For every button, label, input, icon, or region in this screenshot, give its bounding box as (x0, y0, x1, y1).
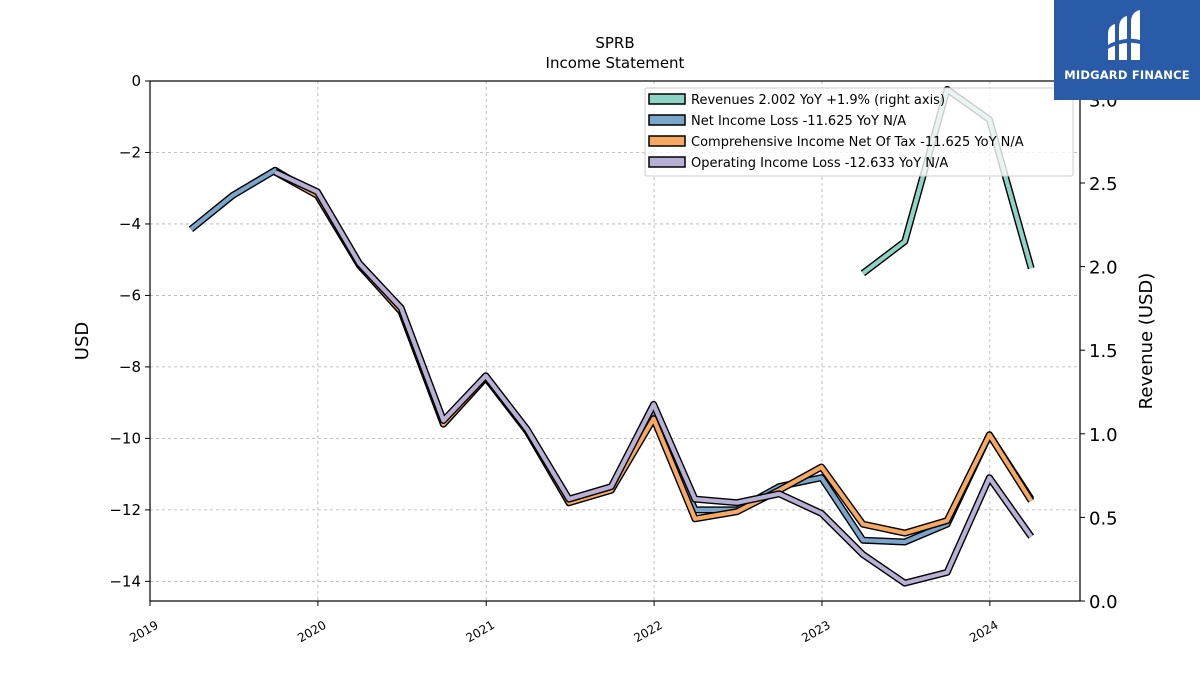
left-tick-label: −10 (109, 429, 141, 447)
legend-swatch (648, 135, 686, 147)
legend-swatch (648, 114, 686, 126)
x-tick-label: 2023 (799, 618, 832, 645)
x-tick-label: 2021 (463, 618, 496, 645)
x-axis: 2019 2020 2021 2022 2023 2024 (127, 601, 1001, 645)
x-tick-label: 2022 (631, 618, 664, 645)
legend-label: Comprehensive Income Net Of Tax -11.625 … (691, 135, 1024, 150)
right-tick-label: 0.0 (1089, 592, 1118, 613)
series-line-operating-income-loss (274, 170, 1033, 586)
midgard-logo-icon (1106, 10, 1146, 60)
legend-label: Operating Income Loss -12.633 YoY N/A (691, 156, 948, 171)
right-tick-label: 1.0 (1089, 425, 1118, 446)
chart-title: SPRB (595, 34, 634, 52)
left-tick-label: −4 (119, 215, 141, 233)
legend-box (644, 87, 1074, 177)
x-tick-label: 2020 (295, 618, 328, 645)
plot-frame (149, 80, 1081, 602)
right-tick-label: 2.5 (1089, 174, 1118, 195)
legend-label: Net Income Loss -11.625 YoY N/A (691, 114, 906, 129)
series-outline-comprehensive-income-net-of-tax (273, 169, 1035, 537)
series-line-comprehensive-income-net-of-tax (274, 170, 1033, 536)
legend-label: Revenues 2.002 YoY +1.9% (right axis) (691, 93, 945, 108)
series-outline-operating-income-loss (273, 168, 1035, 587)
left-tick-label: −6 (119, 286, 141, 304)
legend-swatch (648, 93, 686, 105)
left-axis: 0 −2 −4 −6 −8 −10 −12 −14 (109, 72, 150, 590)
right-axis-label: Revenue (USD) (1136, 273, 1157, 410)
left-axis-label: USD (72, 322, 93, 360)
left-tick-label: −14 (109, 572, 141, 590)
x-tick-label: 2024 (967, 618, 1000, 645)
right-axis: 0.00.51.01.52.02.53.0 (1080, 90, 1118, 613)
left-tick-label: −12 (109, 501, 141, 519)
right-tick-label: 2.0 (1089, 258, 1118, 279)
legend-swatch (648, 156, 686, 168)
chart-subtitle: Income Statement (546, 54, 685, 72)
left-tick-label: −8 (119, 358, 141, 376)
left-tick-label: 0 (131, 72, 141, 90)
legend: Revenues 2.002 YoY +1.9% (right axis) Net… (644, 87, 1074, 177)
right-tick-label: 0.5 (1089, 508, 1118, 529)
left-tick-label: −2 (119, 143, 141, 161)
right-tick-label: 1.5 (1089, 341, 1118, 362)
brand-name: MIDGARD FINANCE (1064, 68, 1190, 82)
x-tick-label: 2019 (127, 618, 160, 645)
